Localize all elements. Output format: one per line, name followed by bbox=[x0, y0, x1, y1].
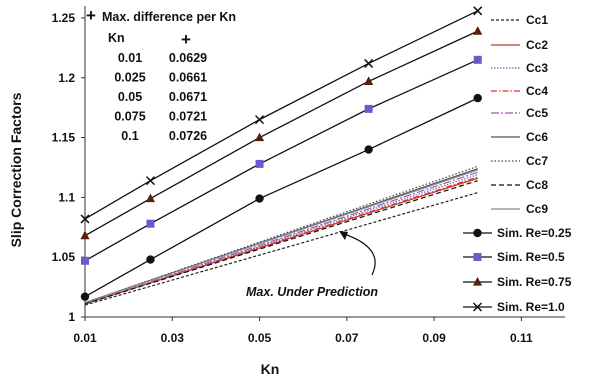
legend-marker-sim-3 bbox=[472, 302, 483, 312]
under-prediction-annotation: Max. Under Prediction bbox=[246, 231, 378, 299]
x-tick-label: 0.09 bbox=[422, 331, 446, 345]
series-line-cc5 bbox=[84, 171, 478, 305]
series-line-cc8 bbox=[84, 180, 478, 305]
y-tick-label: 1.15 bbox=[52, 131, 76, 145]
series-line-cc1 bbox=[84, 192, 478, 306]
legend-label-cc1: Cc1 bbox=[526, 13, 548, 27]
sim-point-2-4 bbox=[473, 26, 483, 35]
legend-marker-sim-2 bbox=[472, 277, 483, 286]
sim-point-1-0 bbox=[81, 256, 89, 265]
y-tick-label: 1.25 bbox=[52, 11, 76, 25]
simulation-series bbox=[80, 6, 483, 301]
sim-point-2-1 bbox=[145, 193, 156, 203]
x-tick-label: 0.03 bbox=[161, 331, 185, 345]
x-tick-label: 0.01 bbox=[73, 331, 97, 345]
table-rows: 0.01 0.0629 0.025 0.0661 0.05 0.0671 0.075 0.07… bbox=[114, 51, 207, 143]
sim-point-1-4 bbox=[473, 55, 482, 64]
y-tick-label: 1.2 bbox=[58, 71, 75, 85]
arrow-head bbox=[339, 231, 348, 240]
sim-point-3-3 bbox=[364, 58, 374, 68]
table-cell-kn: 0.025 bbox=[114, 71, 145, 85]
sim-point-2-2 bbox=[254, 132, 265, 142]
legend-marker-sim-0 bbox=[473, 228, 482, 238]
under-prediction-label: Max. Under Prediction bbox=[246, 285, 378, 299]
sim-line-1 bbox=[84, 59, 478, 262]
axes bbox=[81, 6, 565, 321]
sim-point-2-0 bbox=[80, 230, 90, 240]
y-tick-labels: 1 1.05 1.1 1.15 1.2 1.25 bbox=[52, 11, 76, 324]
table-cell-diff: 0.0671 bbox=[169, 90, 207, 104]
legend-marker-sim-1 bbox=[473, 253, 482, 261]
table-header-kn: Kn bbox=[108, 31, 125, 45]
legend-label-cc2: Cc2 bbox=[526, 38, 548, 52]
table-cell-diff: 0.0721 bbox=[169, 110, 207, 124]
max-difference-table: + Max. difference per Kn Kn + 0.01 0.0629… bbox=[86, 6, 236, 143]
legend: Cc1 Cc2 Cc3 Cc4 Cc5 Cc6 Cc7 Cc8 Cc9 Sim. Re=0.25 S… bbox=[463, 13, 572, 314]
legend-label-cc4: Cc4 bbox=[526, 84, 548, 98]
legend-label-sim-3: Sim. Re=1.0 bbox=[497, 300, 565, 314]
sim-point-2-3 bbox=[364, 76, 374, 85]
table-cell-kn: 0.1 bbox=[121, 129, 138, 143]
legend-label-cc9: Cc9 bbox=[526, 202, 548, 216]
sim-point-0-1 bbox=[146, 255, 155, 264]
plus-icon: + bbox=[86, 6, 96, 25]
x-tick-labels: 0.01 0.03 0.05 0.07 0.09 0.11 bbox=[73, 331, 533, 345]
sim-point-3-4 bbox=[473, 6, 483, 16]
sim-point-0-3 bbox=[364, 145, 373, 154]
series-line-cc9 bbox=[84, 169, 478, 304]
curved-arrow bbox=[343, 233, 376, 276]
table-cell-diff: 0.0726 bbox=[169, 129, 207, 143]
sim-point-1-2 bbox=[255, 159, 264, 168]
sim-point-3-0 bbox=[80, 214, 90, 224]
plus-icon: + bbox=[181, 30, 191, 49]
legend-label-sim-1: Sim. Re=0.5 bbox=[497, 250, 565, 264]
x-tick-label: 0.05 bbox=[248, 331, 272, 345]
table-title: Max. difference per Kn bbox=[102, 10, 236, 24]
table-cell-kn: 0.05 bbox=[118, 90, 142, 104]
table-cell-diff: 0.0661 bbox=[169, 71, 207, 85]
sim-point-0-2 bbox=[255, 194, 264, 203]
sim-point-0-0 bbox=[80, 292, 90, 301]
legend-label-sim-2: Sim. Re=0.75 bbox=[497, 275, 572, 289]
correlation-lines bbox=[84, 165, 478, 306]
legend-label-sim-0: Sim. Re=0.25 bbox=[497, 226, 572, 240]
legend-label-cc7: Cc7 bbox=[526, 154, 548, 168]
table-cell-kn: 0.01 bbox=[118, 51, 142, 65]
sim-point-1-3 bbox=[364, 104, 373, 113]
legend-label-cc6: Cc6 bbox=[526, 130, 548, 144]
x-tick-label: 0.11 bbox=[510, 331, 533, 345]
table-cell-diff: 0.0629 bbox=[169, 51, 207, 65]
legend-label-cc3: Cc3 bbox=[526, 61, 548, 75]
legend-label-cc8: Cc8 bbox=[526, 178, 548, 192]
sim-point-3-2 bbox=[255, 115, 265, 125]
x-tick-label: 0.07 bbox=[335, 331, 359, 345]
table-cell-kn: 0.075 bbox=[114, 110, 145, 124]
y-tick-label: 1.1 bbox=[58, 190, 75, 204]
sim-line-2 bbox=[84, 30, 478, 237]
x-axis-title: Kn bbox=[261, 361, 280, 377]
sim-point-1-1 bbox=[146, 219, 155, 228]
legend-label-cc5: Cc5 bbox=[526, 106, 548, 120]
sim-point-0-4 bbox=[473, 93, 482, 103]
y-tick-label: 1 bbox=[68, 310, 75, 324]
series-line-cc7 bbox=[84, 165, 478, 304]
y-axis-title: Slip Correction Factors bbox=[8, 92, 24, 247]
sim-point-3-1 bbox=[145, 176, 155, 186]
y-tick-label: 1.05 bbox=[52, 250, 76, 264]
